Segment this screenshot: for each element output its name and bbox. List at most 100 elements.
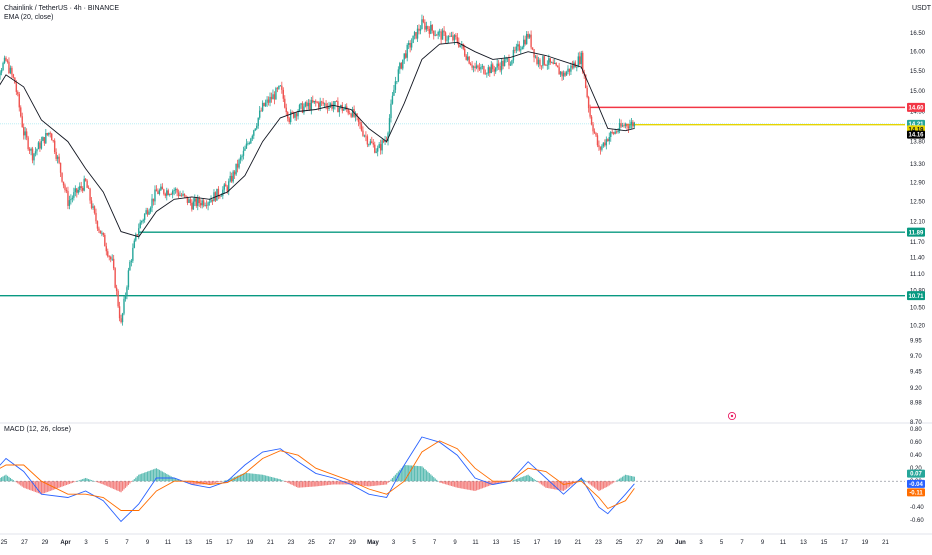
candle-body[interactable] bbox=[145, 210, 147, 215]
candle-body[interactable] bbox=[593, 131, 596, 133]
candle-body[interactable] bbox=[584, 74, 587, 88]
candle-body[interactable] bbox=[347, 109, 349, 114]
candle-body[interactable] bbox=[618, 123, 621, 131]
candle-body[interactable] bbox=[266, 99, 268, 103]
candle-body[interactable] bbox=[141, 221, 143, 223]
candle-body[interactable] bbox=[393, 89, 395, 96]
candle-body[interactable] bbox=[322, 101, 324, 105]
candle-body[interactable] bbox=[30, 148, 32, 151]
candle-body[interactable] bbox=[167, 190, 169, 196]
candle-body[interactable] bbox=[216, 188, 218, 201]
candle-body[interactable] bbox=[158, 190, 161, 194]
candle-body[interactable] bbox=[434, 34, 436, 36]
candle-body[interactable] bbox=[2, 62, 4, 71]
candle-body[interactable] bbox=[96, 221, 99, 229]
candle-body[interactable] bbox=[59, 162, 62, 173]
candle-body[interactable] bbox=[348, 113, 351, 115]
candle-body[interactable] bbox=[129, 261, 131, 271]
candle-body[interactable] bbox=[338, 107, 341, 113]
candle-body[interactable] bbox=[604, 142, 606, 146]
candle-body[interactable] bbox=[372, 142, 374, 145]
candle-body[interactable] bbox=[37, 142, 40, 150]
candle-body[interactable] bbox=[320, 101, 323, 103]
candle-body[interactable] bbox=[377, 147, 379, 152]
candle-body[interactable] bbox=[407, 43, 410, 45]
candle-body[interactable] bbox=[242, 150, 245, 156]
candle-body[interactable] bbox=[191, 202, 193, 210]
candle-body[interactable] bbox=[561, 71, 563, 77]
candle-body[interactable] bbox=[6, 60, 9, 62]
candle-body[interactable] bbox=[55, 151, 57, 159]
candle-body[interactable] bbox=[632, 121, 634, 127]
candle-body[interactable] bbox=[310, 100, 313, 110]
candle-body[interactable] bbox=[90, 200, 93, 208]
candle-body[interactable] bbox=[596, 135, 599, 146]
candle-body[interactable] bbox=[40, 140, 43, 149]
candle-body[interactable] bbox=[288, 118, 290, 123]
candle-body[interactable] bbox=[297, 111, 299, 117]
candle-body[interactable] bbox=[438, 31, 441, 33]
candle-body[interactable] bbox=[111, 258, 113, 260]
candle-body[interactable] bbox=[531, 47, 534, 50]
candle-body[interactable] bbox=[621, 125, 624, 127]
candle-body[interactable] bbox=[340, 105, 342, 108]
candle-body[interactable] bbox=[614, 131, 616, 134]
candle-body[interactable] bbox=[166, 190, 168, 196]
candle-body[interactable] bbox=[39, 142, 41, 149]
candle-body[interactable] bbox=[579, 56, 581, 65]
candle-body[interactable] bbox=[42, 137, 44, 141]
candle-body[interactable] bbox=[278, 85, 280, 89]
candle-body[interactable] bbox=[92, 206, 94, 208]
candle-body[interactable] bbox=[387, 132, 389, 142]
candle-body[interactable] bbox=[259, 110, 261, 118]
candle-body[interactable] bbox=[514, 49, 516, 51]
candle-body[interactable] bbox=[549, 58, 551, 63]
candle-body[interactable] bbox=[539, 59, 541, 66]
candle-body[interactable] bbox=[334, 101, 336, 106]
candle-body[interactable] bbox=[3, 57, 6, 63]
candle-body[interactable] bbox=[0, 72, 1, 76]
candle-body[interactable] bbox=[521, 47, 523, 50]
candle-body[interactable] bbox=[577, 56, 579, 67]
candle-body[interactable] bbox=[68, 200, 71, 206]
candle-body[interactable] bbox=[354, 113, 357, 117]
candle-body[interactable] bbox=[456, 37, 459, 42]
candle-body[interactable] bbox=[267, 99, 270, 103]
candle-body[interactable] bbox=[534, 56, 537, 58]
candle-body[interactable] bbox=[188, 199, 190, 203]
candle-body[interactable] bbox=[450, 35, 453, 37]
candle-body[interactable] bbox=[20, 107, 22, 117]
candle-body[interactable] bbox=[179, 194, 181, 196]
candle-body[interactable] bbox=[164, 193, 166, 196]
macd-line[interactable] bbox=[0, 436, 635, 523]
candle-body[interactable] bbox=[555, 62, 557, 66]
candle-body[interactable] bbox=[458, 41, 460, 47]
candle-body[interactable] bbox=[152, 198, 155, 202]
macd-legend[interactable]: MACD (12, 26, close) bbox=[4, 426, 71, 433]
candle-body[interactable] bbox=[185, 195, 187, 197]
candle-body[interactable] bbox=[523, 39, 525, 48]
candle-body[interactable] bbox=[110, 256, 112, 260]
candle-body[interactable] bbox=[623, 125, 625, 127]
candle-body[interactable] bbox=[592, 124, 594, 132]
candle-body[interactable] bbox=[213, 192, 215, 202]
candle-body[interactable] bbox=[492, 64, 494, 70]
candle-body[interactable] bbox=[256, 125, 258, 129]
candle-body[interactable] bbox=[545, 64, 547, 66]
candle-body[interactable] bbox=[440, 31, 442, 40]
candle-body[interactable] bbox=[223, 184, 225, 190]
candle-body[interactable] bbox=[360, 124, 363, 131]
candle-body[interactable] bbox=[101, 232, 103, 234]
candle-body[interactable] bbox=[624, 123, 627, 126]
candle-body[interactable] bbox=[301, 103, 304, 113]
candle-body[interactable] bbox=[114, 268, 116, 288]
candle-body[interactable] bbox=[99, 230, 102, 234]
candle-body[interactable] bbox=[570, 65, 572, 72]
candle-body[interactable] bbox=[444, 32, 447, 41]
candle-body[interactable] bbox=[142, 219, 144, 222]
candle-body[interactable] bbox=[104, 234, 106, 247]
candle-body[interactable] bbox=[469, 63, 472, 66]
candle-body[interactable] bbox=[449, 36, 451, 38]
candle-body[interactable] bbox=[248, 143, 251, 145]
candle-body[interactable] bbox=[472, 66, 475, 68]
